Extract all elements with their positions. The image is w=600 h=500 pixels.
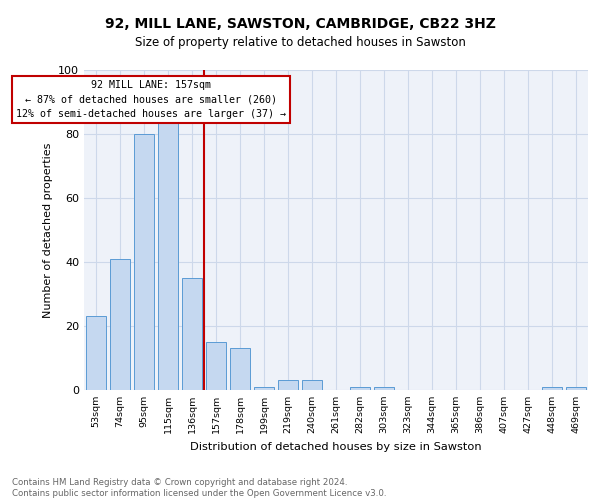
Bar — [110, 259, 130, 390]
Text: 92 MILL LANE: 157sqm
← 87% of detached houses are smaller (260)
12% of semi-deta: 92 MILL LANE: 157sqm ← 87% of detached h… — [16, 80, 286, 119]
Y-axis label: Number of detached properties: Number of detached properties — [43, 142, 53, 318]
Bar — [254, 387, 274, 390]
Bar — [374, 387, 394, 390]
Text: Contains HM Land Registry data © Crown copyright and database right 2024.
Contai: Contains HM Land Registry data © Crown c… — [12, 478, 386, 498]
Text: 92, MILL LANE, SAWSTON, CAMBRIDGE, CB22 3HZ: 92, MILL LANE, SAWSTON, CAMBRIDGE, CB22 … — [104, 18, 496, 32]
Bar — [230, 348, 250, 390]
Bar — [278, 380, 298, 390]
Text: Size of property relative to detached houses in Sawston: Size of property relative to detached ho… — [134, 36, 466, 49]
Bar — [86, 316, 106, 390]
Bar — [206, 342, 226, 390]
Bar — [182, 278, 202, 390]
Bar — [566, 387, 586, 390]
Bar — [542, 387, 562, 390]
Bar — [350, 387, 370, 390]
Bar — [134, 134, 154, 390]
Bar — [302, 380, 322, 390]
Bar — [158, 121, 178, 390]
X-axis label: Distribution of detached houses by size in Sawston: Distribution of detached houses by size … — [190, 442, 482, 452]
